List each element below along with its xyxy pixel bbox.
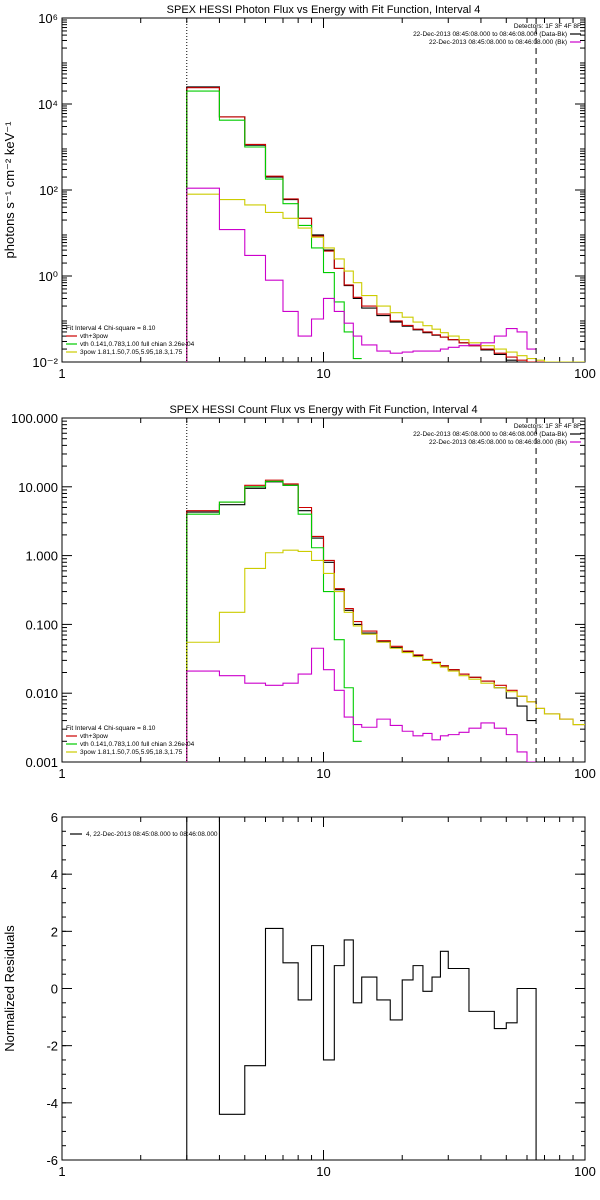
legend-title: Fit Interval 4 Chi-square = 8.10: [66, 325, 156, 332]
data-layer: [186, 479, 585, 762]
series-fit: [186, 87, 585, 362]
y-tick-label: -4: [46, 1096, 58, 1111]
y-tick-label: 0: [51, 982, 58, 997]
y-tick-label: 6: [51, 810, 58, 825]
series-vth: [186, 90, 362, 362]
series-fit: [186, 479, 585, 762]
x-tick-label: 1: [58, 1164, 65, 1179]
y-tick-label: 100.000: [11, 411, 58, 426]
legend-entry-text: 3pow 1.81,1.50,7.05,5.95,18.3,1.75: [80, 349, 183, 356]
series-bkg: [186, 187, 537, 362]
y-tick-label: 10⁶: [38, 11, 58, 26]
legend-entry-text: 3pow 1.81,1.50,7.05,5.95,18.3,1.75: [80, 749, 183, 756]
y-tick-label: -2: [46, 1039, 58, 1054]
legend-entry-text: 22-Dec-2013 08:45:08.000 to 08:46:08.000…: [413, 431, 567, 438]
y-tick-label: 0.010: [25, 686, 58, 701]
y-tick-label: 2: [51, 924, 58, 939]
chart-panel-1: SPEX HESSI Photon Flux vs Energy with Fi…: [2, 4, 596, 381]
y-tick-label: 0.100: [25, 617, 58, 632]
legend-entry-text: vth 0.141,0.783,1.00 full chian 3.26e-04: [80, 341, 195, 348]
chart-panel-3: 1 10 100 -6 -4 -2 0 2 4 6 Normalized Residuals 4, 2…: [2, 810, 596, 1179]
y-tick-label: 0.001: [25, 755, 58, 770]
y-tick-label: -6: [46, 1153, 58, 1168]
legend-title: Fit Interval 4 Chi-square = 8.10: [66, 725, 156, 732]
chart-panel-2: SPEX HESSI Count Flux vs Energy with Fit…: [11, 404, 596, 781]
y-tick-label: 10⁰: [38, 269, 58, 284]
data-layer: [186, 86, 585, 362]
legend-entry-text: 22-Dec-2013 08:45:08.000 to 08:46:08.000…: [429, 439, 567, 446]
legend-entry-text: 22-Dec-2013 08:45:08.000 to 08:46:08.000…: [429, 39, 567, 46]
y-tick-label: 1.000: [25, 549, 58, 564]
legend-title: Detectors: 1F 3F 4F 8F: [514, 23, 581, 30]
series-3pow: [186, 549, 585, 762]
legend-entry-text: 4, 22-Dec-2013 08:45:08.000 to 08:46:08.…: [86, 831, 218, 838]
x-tick-label: 100: [574, 766, 596, 781]
legend-bottom-left: Fit Interval 4 Chi-square = 8.10vth+3pow…: [66, 725, 195, 756]
legend-title: Detectors: 1F 3F 4F 8F: [514, 423, 581, 430]
y-tick-label: 10²: [39, 183, 58, 198]
legend-top-left: 4, 22-Dec-2013 08:45:08.000 to 08:46:08.…: [70, 831, 218, 838]
y-axis-label: Normalized Residuals: [2, 925, 17, 1052]
y-tick-label: 10.000: [18, 480, 58, 495]
x-tick-label: 10: [316, 366, 330, 381]
x-tick-label: 1: [58, 366, 65, 381]
y-axis-label: photons s⁻¹ cm⁻² keV⁻¹: [2, 121, 17, 259]
chart-title: SPEX HESSI Count Flux vs Energy with Fit…: [169, 404, 477, 416]
series-vth: [186, 480, 362, 762]
x-tick-label: 100: [574, 366, 596, 381]
y-tick-label: 10⁻²: [32, 355, 58, 370]
legend-bottom-left: Fit Interval 4 Chi-square = 8.10vth+3pow…: [66, 325, 195, 356]
series-3pow: [186, 193, 585, 362]
x-tick-label: 10: [316, 766, 330, 781]
series-data: [186, 86, 537, 362]
legend-entry-text: 22-Dec-2013 08:45:08.000 to 08:46:08.000…: [413, 31, 567, 38]
legend-entry-text: vth 0.141,0.783,1.00 full chian 3.26e-04: [80, 741, 195, 748]
y-tick-label: 4: [51, 867, 58, 882]
x-tick-label: 1: [58, 766, 65, 781]
chart-title: SPEX HESSI Photon Flux vs Energy with Fi…: [167, 4, 481, 16]
y-tick-label: 10⁴: [38, 97, 58, 112]
series-residuals: [186, 817, 537, 1160]
x-tick-label: 10: [316, 1164, 330, 1179]
legend-entry-text: vth+3pow: [80, 733, 108, 740]
x-tick-label: 100: [574, 1164, 596, 1179]
legend-entry-text: vth+3pow: [80, 333, 108, 340]
series-bkg: [186, 647, 537, 762]
data-layer: [186, 817, 537, 1160]
